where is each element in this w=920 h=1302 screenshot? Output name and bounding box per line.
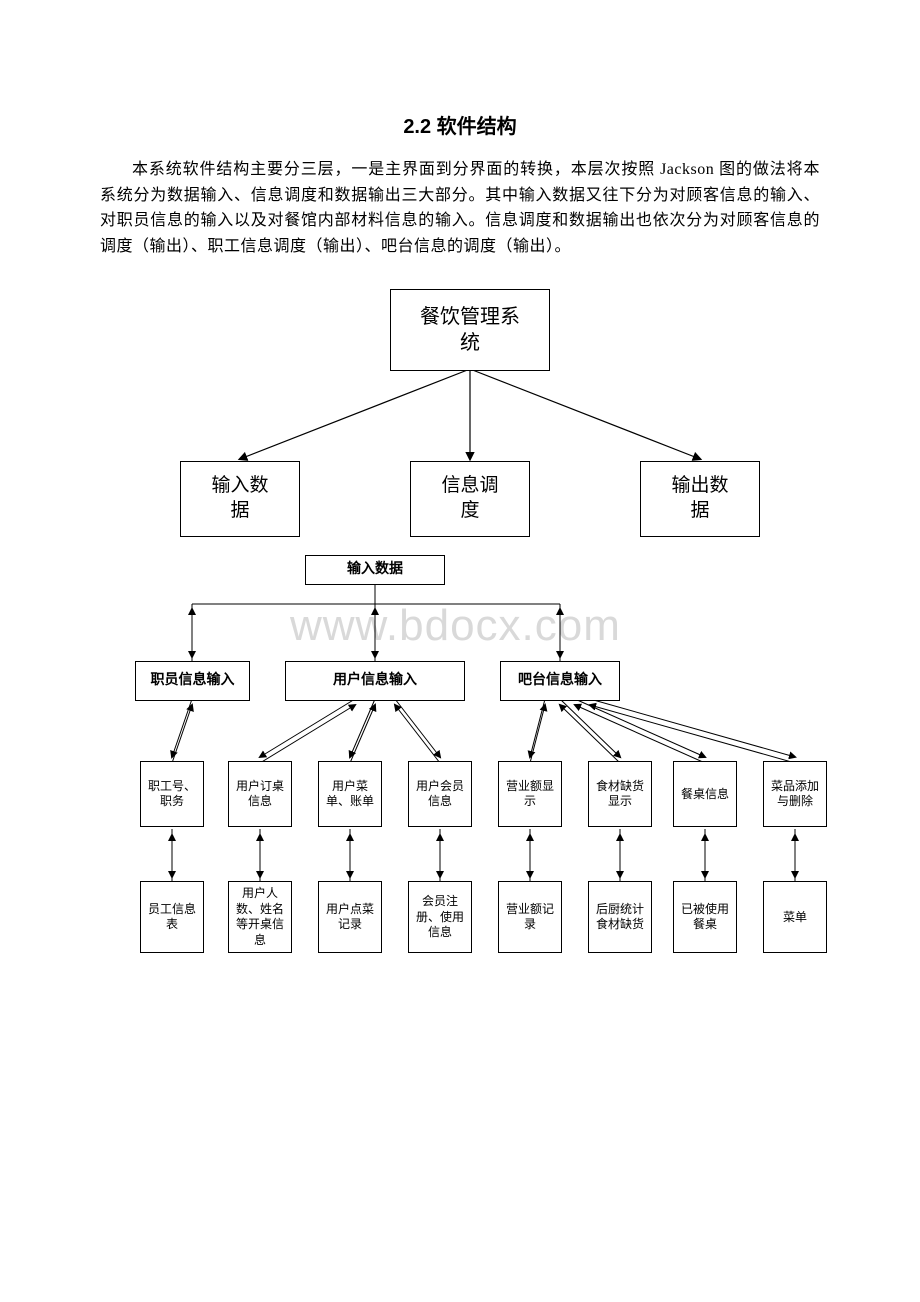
node-l5-1: 员工信息表 xyxy=(140,881,204,953)
node-input-data: 输入数据 xyxy=(180,461,300,536)
node-l4-7: 餐桌信息 xyxy=(673,761,737,827)
node-l5-4: 会员注册、使用信息 xyxy=(408,881,472,953)
node-l4-8: 菜品添加与删除 xyxy=(763,761,827,827)
node-user-input: 用户信息输入 xyxy=(285,661,465,701)
node-l4-3: 用户菜单、账单 xyxy=(318,761,382,827)
node-l4-5: 营业额显示 xyxy=(498,761,562,827)
node-l5-5: 营业额记录 xyxy=(498,881,562,953)
node-l5-7: 已被使用餐桌 xyxy=(673,881,737,953)
node-output-data: 输出数据 xyxy=(640,461,760,536)
watermark-text: www.bdocx.com xyxy=(290,601,621,651)
node-l4-6: 食材缺货显示 xyxy=(588,761,652,827)
node-input-subroot: 输入数据 xyxy=(305,555,445,585)
node-l5-6: 后厨统计食材缺货 xyxy=(588,881,652,953)
node-l4-1: 职工号、职务 xyxy=(140,761,204,827)
node-l4-4: 用户会员信息 xyxy=(408,761,472,827)
node-bar-input: 吧台信息输入 xyxy=(500,661,620,701)
structure-diagram: www.bdocx.com xyxy=(100,289,840,1009)
node-dispatch: 信息调度 xyxy=(410,461,530,536)
body-paragraph: 本系统软件结构主要分三层，一是主界面到分界面的转换，本层次按照 Jackson … xyxy=(100,157,820,259)
node-l5-2: 用户人数、姓名等开桌信息 xyxy=(228,881,292,953)
node-l5-3: 用户点菜记录 xyxy=(318,881,382,953)
node-root: 餐饮管理系统 xyxy=(390,289,550,371)
node-l4-2: 用户订桌信息 xyxy=(228,761,292,827)
node-l5-8: 菜单 xyxy=(763,881,827,953)
document-page: 2.2 软件结构 本系统软件结构主要分三层，一是主界面到分界面的转换，本层次按照… xyxy=(0,0,920,1049)
section-heading: 2.2 软件结构 xyxy=(100,110,820,139)
node-staff-input: 职员信息输入 xyxy=(135,661,250,701)
